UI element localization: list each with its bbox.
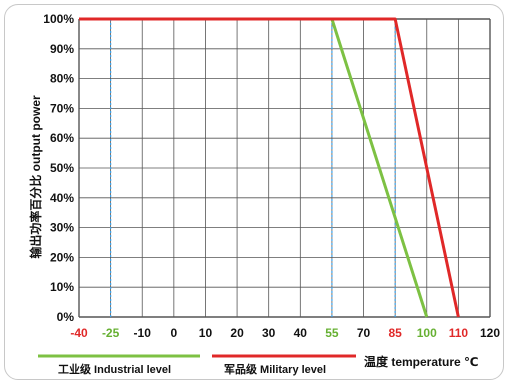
x-tick-label: 120 bbox=[480, 326, 500, 340]
series-line-military bbox=[79, 17, 460, 318]
y-tick-label: 40% bbox=[50, 191, 74, 205]
y-tick-label: 80% bbox=[50, 72, 74, 86]
x-axis-label: 温度 temperature ℃ bbox=[364, 354, 479, 369]
x-tick-label: -25 bbox=[102, 326, 120, 340]
y-tick-label: 50% bbox=[50, 161, 74, 175]
dashed-markers bbox=[110, 19, 396, 317]
legend-label-military: 军品级 Military level bbox=[224, 362, 326, 376]
x-tick-label: 10 bbox=[199, 326, 213, 340]
y-tick-label: 30% bbox=[50, 221, 74, 235]
y-tick-labels: 0% 10% 20% 30% 40% 50% 60% 70% 80% 90% 100% bbox=[43, 12, 74, 324]
x-tick-label: -10 bbox=[134, 326, 152, 340]
y-tick-label: 60% bbox=[50, 131, 74, 145]
legend-label-industrial: 工业级 Industrial level bbox=[58, 362, 171, 376]
x-tick-label: 100 bbox=[417, 326, 437, 340]
grid bbox=[78, 18, 491, 318]
y-tick-label: 70% bbox=[50, 101, 74, 115]
x-tick-label: 85 bbox=[388, 326, 402, 340]
x-tick-label: 110 bbox=[449, 326, 469, 340]
x-tick-labels: -40 -25 -10 0 10 20 30 40 55 70 85 100 110 120 bbox=[70, 326, 500, 340]
legend: 工业级 Industrial level 军品级 Military level … bbox=[38, 354, 479, 376]
y-tick-label: 90% bbox=[50, 42, 74, 56]
x-tick-label: 70 bbox=[357, 326, 371, 340]
series-lines bbox=[79, 17, 460, 318]
x-tick-label: 40 bbox=[294, 326, 308, 340]
y-tick-label: 20% bbox=[50, 250, 74, 264]
x-tick-label: -40 bbox=[70, 326, 88, 340]
x-tick-label: 30 bbox=[262, 326, 276, 340]
y-tick-label: 10% bbox=[50, 280, 74, 294]
x-tick-label: 0 bbox=[171, 326, 178, 340]
y-tick-label: 0% bbox=[57, 310, 75, 324]
y-tick-label: 100% bbox=[43, 12, 74, 26]
x-tick-label: 55 bbox=[325, 326, 339, 340]
x-tick-label: 20 bbox=[230, 326, 244, 340]
y-axis-label: 输出功率百分比 output power bbox=[28, 95, 43, 259]
